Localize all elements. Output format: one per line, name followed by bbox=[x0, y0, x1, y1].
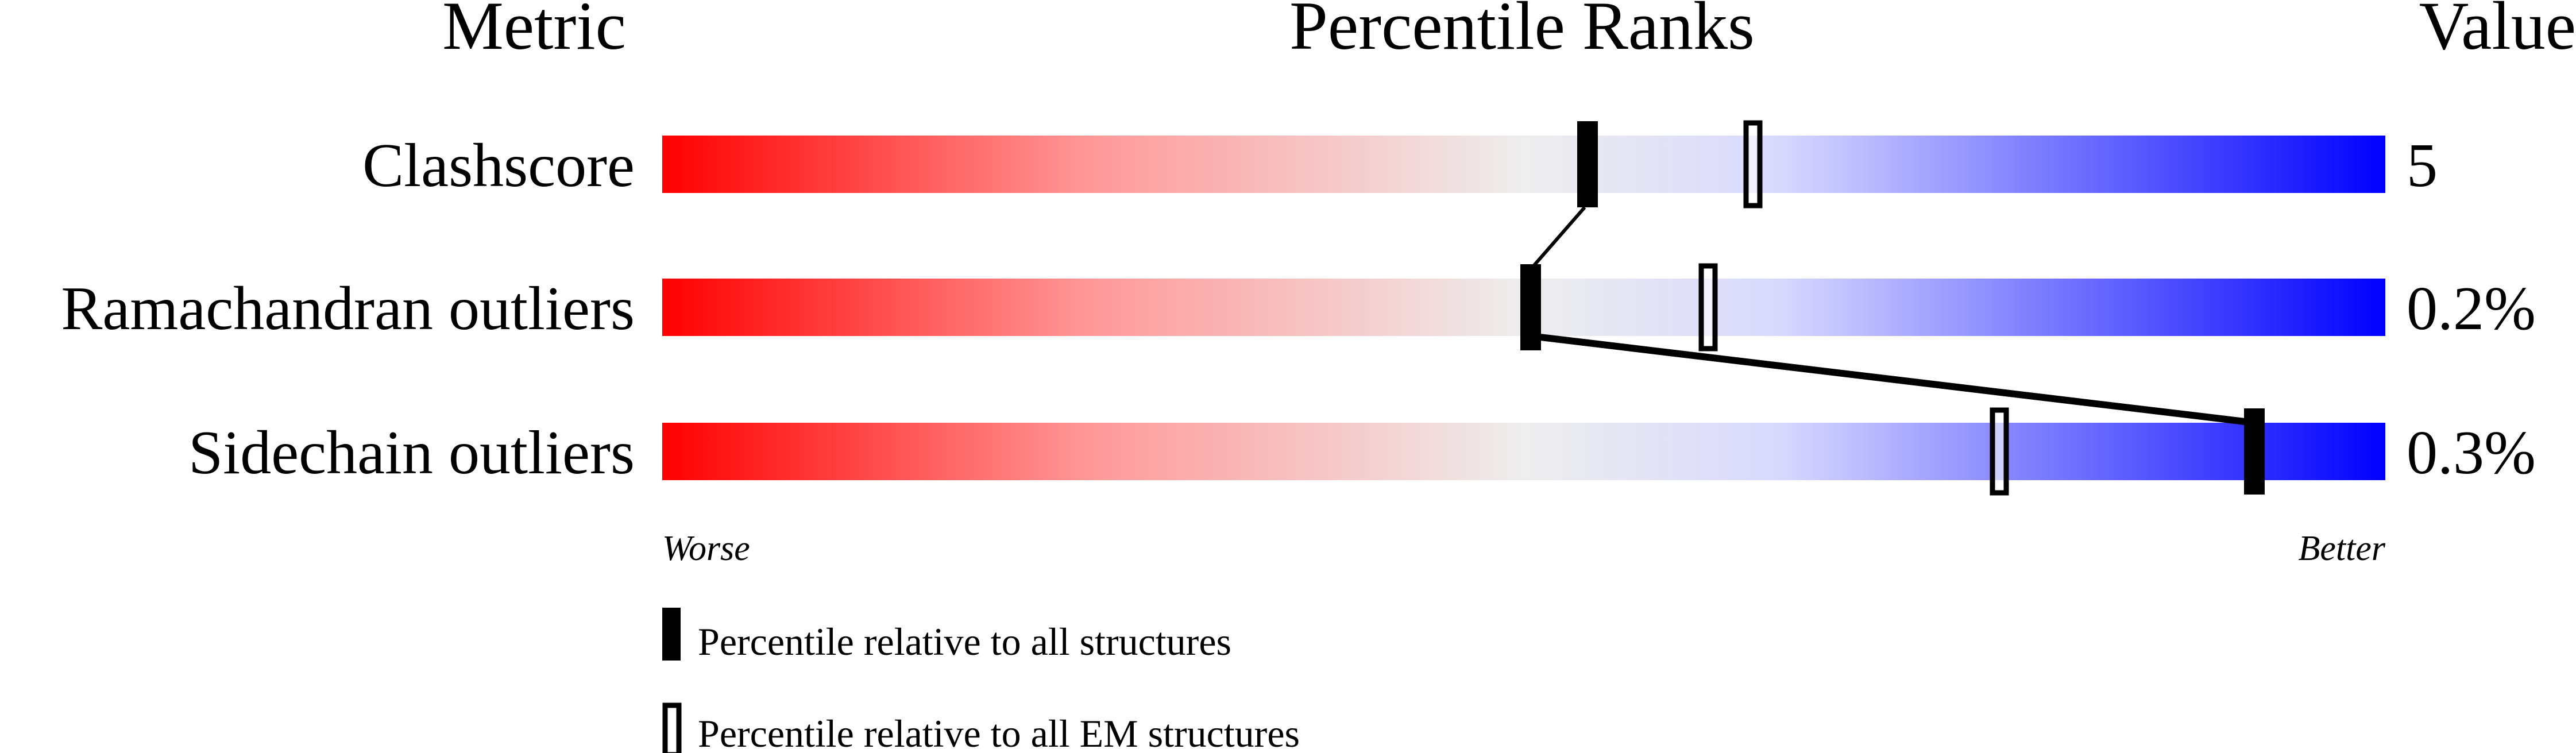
metric-label: Ramachandran outliers bbox=[61, 275, 635, 343]
em-percentile-marker bbox=[1698, 263, 1718, 352]
header-value: Value bbox=[2419, 0, 2576, 64]
metric-value: 5 bbox=[2407, 132, 2438, 200]
percentile-bar bbox=[662, 423, 2385, 480]
metric-value: 0.3% bbox=[2407, 419, 2536, 487]
metric-label: Sidechain outliers bbox=[188, 419, 635, 487]
legend-open-marker bbox=[662, 702, 682, 753]
connector-line bbox=[1532, 206, 1586, 267]
legend-em-label: Percentile relative to all EM structures bbox=[698, 712, 1300, 753]
metric-value: 0.2% bbox=[2407, 275, 2536, 343]
legend-filled-marker bbox=[662, 608, 681, 661]
header-percentile-ranks: Percentile Ranks bbox=[1289, 0, 1755, 64]
axis-label-worse: Worse bbox=[662, 529, 750, 568]
all-percentile-marker bbox=[1577, 121, 1598, 207]
legend-all-label: Percentile relative to all structures bbox=[698, 620, 1231, 663]
metric-label: Clashscore bbox=[362, 132, 635, 200]
connector-line bbox=[1530, 333, 2255, 426]
em-percentile-marker bbox=[1743, 120, 1763, 208]
percentile-bar bbox=[662, 136, 2385, 193]
em-percentile-marker bbox=[1990, 407, 2009, 496]
header-metric: Metric bbox=[442, 0, 626, 64]
axis-label-better: Better bbox=[2299, 529, 2386, 568]
